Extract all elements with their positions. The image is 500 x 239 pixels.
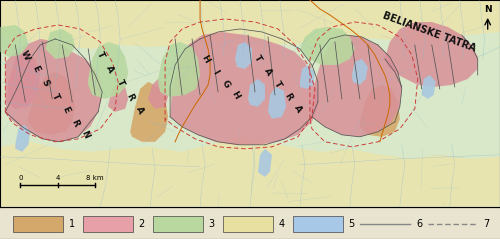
Text: BELIANSKE TATRA: BELIANSKE TATRA <box>382 11 478 54</box>
Text: H: H <box>200 53 211 65</box>
Text: E: E <box>60 105 70 114</box>
Polygon shape <box>6 39 102 142</box>
Polygon shape <box>88 42 128 99</box>
Text: 4: 4 <box>56 175 60 181</box>
Text: 2: 2 <box>138 219 145 229</box>
Text: R: R <box>70 118 81 128</box>
Polygon shape <box>130 82 168 142</box>
Text: N: N <box>80 130 91 140</box>
Polygon shape <box>16 125 30 152</box>
Polygon shape <box>385 22 478 87</box>
Polygon shape <box>108 82 128 112</box>
Text: 7: 7 <box>484 219 490 229</box>
Text: 6: 6 <box>416 219 422 229</box>
Text: R: R <box>124 92 136 102</box>
Polygon shape <box>170 32 318 145</box>
Text: S: S <box>40 78 50 88</box>
Text: R: R <box>282 92 294 102</box>
Bar <box>152 216 202 232</box>
Text: 8 km: 8 km <box>86 175 104 181</box>
Polygon shape <box>46 29 75 59</box>
Polygon shape <box>300 65 315 89</box>
Polygon shape <box>352 59 368 85</box>
Bar <box>292 216 343 232</box>
Polygon shape <box>0 137 500 207</box>
Text: A: A <box>134 105 145 115</box>
Text: G: G <box>220 78 231 89</box>
Text: T: T <box>115 78 126 88</box>
Polygon shape <box>360 85 400 137</box>
Bar <box>222 216 272 232</box>
Polygon shape <box>6 52 40 109</box>
Polygon shape <box>258 149 272 177</box>
Bar <box>12 216 62 232</box>
Text: A: A <box>104 64 116 74</box>
Text: I: I <box>210 68 220 76</box>
Text: 0: 0 <box>18 175 22 181</box>
Polygon shape <box>28 72 75 135</box>
Text: N: N <box>484 5 492 15</box>
Text: T: T <box>252 54 264 64</box>
Text: 1: 1 <box>68 219 74 229</box>
Text: 5: 5 <box>348 219 355 229</box>
Polygon shape <box>148 79 168 109</box>
Text: A: A <box>262 67 274 77</box>
Text: T: T <box>50 92 60 102</box>
Polygon shape <box>158 42 200 97</box>
Text: H: H <box>229 89 241 100</box>
Polygon shape <box>0 25 28 57</box>
Polygon shape <box>248 79 265 107</box>
Polygon shape <box>300 27 355 65</box>
Bar <box>82 216 132 232</box>
Polygon shape <box>0 0 500 49</box>
Polygon shape <box>268 87 286 119</box>
Text: 3: 3 <box>208 219 214 229</box>
Text: 4: 4 <box>278 219 284 229</box>
Text: T: T <box>272 80 283 90</box>
Text: T: T <box>95 50 106 60</box>
Polygon shape <box>235 42 252 69</box>
Text: W: W <box>19 49 32 61</box>
Text: E: E <box>30 64 40 74</box>
Polygon shape <box>422 75 436 99</box>
Polygon shape <box>310 35 402 137</box>
Polygon shape <box>0 0 500 207</box>
Text: A: A <box>292 103 304 114</box>
